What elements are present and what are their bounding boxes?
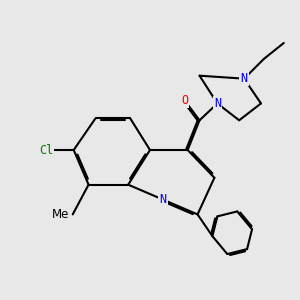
- Text: Cl: Cl: [39, 143, 53, 157]
- Text: Me: Me: [52, 208, 70, 221]
- Text: N: N: [159, 193, 167, 206]
- Text: N: N: [241, 72, 248, 85]
- Text: N: N: [214, 97, 221, 110]
- Text: O: O: [181, 94, 188, 107]
